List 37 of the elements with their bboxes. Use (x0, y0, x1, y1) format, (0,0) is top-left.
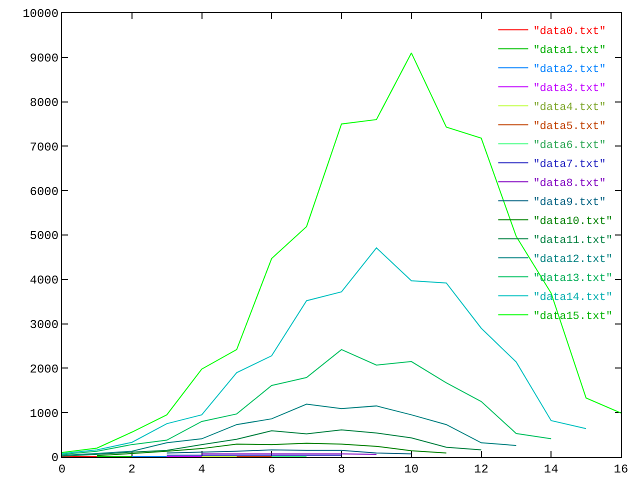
legend-label: "data0.txt" (533, 26, 606, 38)
x-tick-label: 16 (614, 462, 628, 476)
x-tick-label: 14 (544, 462, 558, 476)
x-tick-label: 6 (268, 462, 276, 476)
y-tick-label: 8000 (30, 96, 59, 110)
y-tick-label: 5000 (30, 229, 59, 244)
line-series (62, 349, 552, 455)
y-tick-label: 2000 (30, 362, 59, 376)
x-tick-label: 12 (474, 462, 488, 476)
legend-label: "data12.txt" (533, 254, 612, 266)
legend-label: "data3.txt" (533, 83, 606, 96)
line-series (96, 442, 447, 456)
y-tick-label: 0 (51, 451, 59, 466)
legend-label: "data6.txt" (533, 140, 606, 152)
legend-label: "data5.txt" (533, 121, 606, 134)
legend-label: "data7.txt" (533, 159, 606, 172)
y-tick-label: 7000 (30, 140, 59, 154)
y-tick-label: 9000 (30, 52, 59, 66)
x-tick-label: 2 (128, 462, 136, 476)
legend-label: "data4.txt" (533, 102, 606, 114)
x-tick-label: 4 (198, 462, 206, 476)
line-series (62, 52, 621, 454)
line-series (62, 429, 482, 457)
legend-label: "data11.txt" (533, 235, 612, 248)
y-tick-label: 3000 (30, 318, 59, 332)
legend-label: "data2.txt" (533, 64, 606, 76)
y-tick-label: 1000 (30, 406, 59, 421)
line-series (62, 404, 517, 456)
y-tick-label: 10000 (22, 7, 59, 22)
legend-label: "data8.txt" (533, 178, 606, 190)
legend-label: "data1.txt" (533, 45, 606, 58)
x-tick-label: 8 (338, 462, 346, 476)
x-tick-label: 10 (404, 462, 419, 476)
legend-label: "data9.txt" (533, 197, 606, 210)
legend-label: "data10.txt" (533, 216, 612, 228)
y-tick-label: 6000 (30, 184, 59, 199)
y-tick-label: 4000 (30, 274, 59, 288)
